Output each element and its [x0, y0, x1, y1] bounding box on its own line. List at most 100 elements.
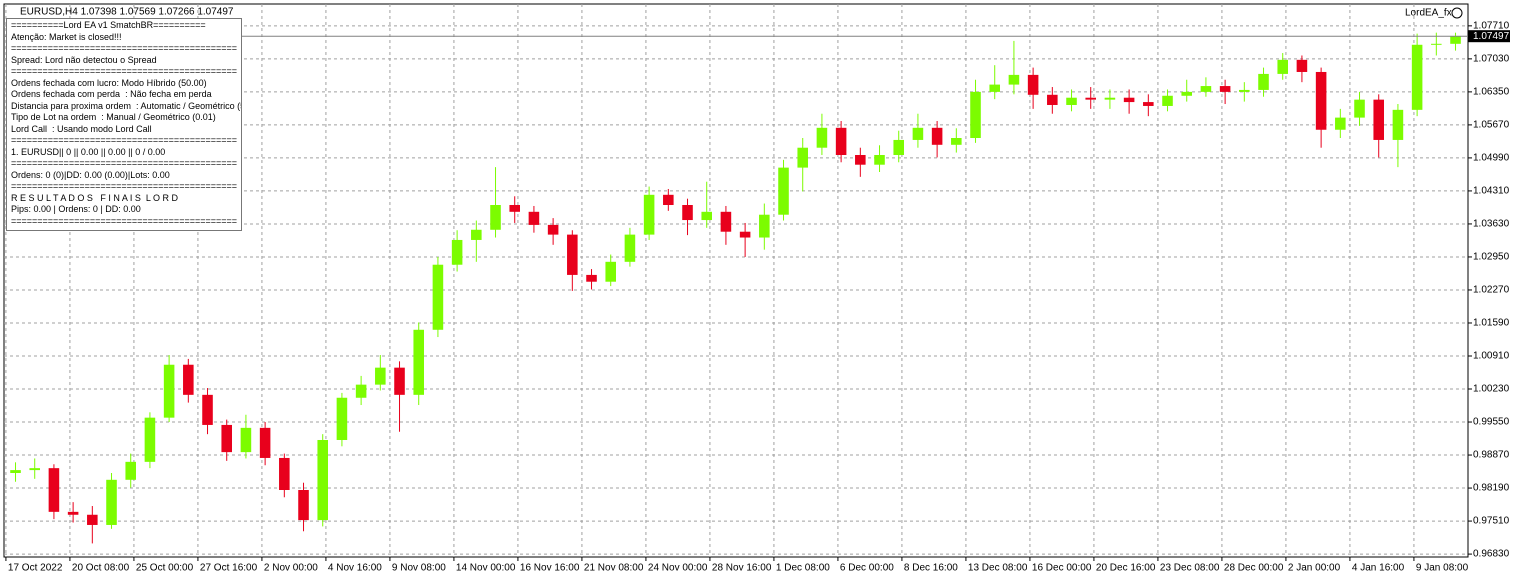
- candle-body: [1296, 59, 1308, 72]
- panel-line: Ordens fechada com lucro: Modo Híbrido (…: [11, 77, 207, 88]
- smiley-icon: [1451, 7, 1463, 19]
- y-tick-label: 1.07710: [1473, 20, 1510, 31]
- candle-body: [451, 239, 463, 265]
- y-tick-label: 1.03630: [1473, 219, 1510, 230]
- candle-body: [1431, 43, 1442, 45]
- candle-body: [375, 367, 386, 385]
- panel-line: Ordens: 0 (0)|DD: 0.00 (0.00)|Lots: 0.00: [11, 169, 170, 180]
- candle-body: [1411, 44, 1423, 110]
- last-price-tag: [1468, 30, 1510, 43]
- candle-body: [874, 154, 885, 165]
- x-tick-label: 6 Dec 00:00: [840, 563, 894, 574]
- candle-body: [106, 479, 117, 525]
- candle-body: [298, 489, 309, 521]
- candle-body: [490, 205, 501, 230]
- y-tick-label: 1.00230: [1473, 384, 1510, 395]
- candle-body: [1315, 71, 1327, 130]
- x-tick-label: 9 Nov 08:00: [392, 563, 446, 574]
- x-tick-label: 20 Dec 16:00: [1096, 563, 1156, 574]
- y-tick-label: 0.97510: [1473, 516, 1510, 527]
- candle-body: [1047, 94, 1058, 105]
- x-tick-label: 8 Dec 16:00: [904, 563, 958, 574]
- candle-body: [355, 384, 367, 398]
- x-tick-label: 2 Jan 00:00: [1288, 563, 1341, 574]
- panel-line: Distancia para proxima ordem : Automatic…: [11, 100, 242, 111]
- candle-body: [1354, 99, 1365, 118]
- y-tick-label: 0.99550: [1473, 417, 1510, 428]
- candle-body: [221, 424, 232, 453]
- candle-body: [970, 91, 981, 139]
- candle-body: [183, 364, 194, 395]
- candle-body: [643, 194, 655, 235]
- y-tick-label: 1.06350: [1473, 87, 1510, 98]
- x-tick-label: 28 Dec 00:00: [1224, 563, 1284, 574]
- candle-body: [29, 468, 40, 471]
- y-tick-label: 1.04990: [1473, 153, 1510, 164]
- x-tick-label: 4 Nov 16:00: [328, 563, 382, 574]
- panel-line: Lord Call : Usando modo Lord Call: [11, 123, 152, 134]
- candle-body: [144, 417, 156, 462]
- panel-line: Atenção: Market is closed!!!: [11, 31, 122, 42]
- panel-line: Ordens fechada com perda : Não fecha em …: [11, 89, 212, 99]
- candle-body: [1066, 97, 1077, 105]
- candle-body: [1239, 89, 1250, 92]
- candle-body: [586, 274, 597, 282]
- ea-label: LordEA_fx: [1405, 8, 1452, 19]
- x-tick-label: 20 Oct 08:00: [72, 563, 130, 574]
- candle-body: [835, 127, 847, 155]
- x-tick-label: 27 Oct 16:00: [200, 563, 258, 574]
- candle-body: [682, 205, 693, 221]
- x-tick-label: 28 Nov 16:00: [712, 563, 772, 574]
- x-tick-label: 23 Dec 08:00: [1160, 563, 1220, 574]
- panel-line: 1. EURUSD|| 0 || 0.00 || 0.00 || 0 / 0.0…: [11, 146, 166, 157]
- candle-body: [739, 231, 751, 238]
- ea-panel: ==========Lord EA v1 SmatchBR========== A…: [6, 18, 242, 231]
- candle-body: [279, 457, 290, 490]
- y-tick-label: 0.98870: [1473, 450, 1510, 461]
- panel-line: ==========Lord EA v1 SmatchBR==========: [11, 20, 206, 30]
- panel-line: ========================================…: [11, 66, 238, 76]
- candle-body: [67, 511, 79, 515]
- candle-body: [701, 211, 712, 221]
- grid: [4, 4, 1468, 557]
- candle-body: [202, 394, 213, 425]
- y-tick-label: 1.01590: [1473, 318, 1510, 329]
- last-price-label: 1.07497: [1473, 31, 1510, 42]
- candle-body: [125, 461, 136, 480]
- y-tick-label: 1.04310: [1473, 186, 1510, 197]
- x-tick-label: 14 Nov 00:00: [456, 563, 516, 574]
- y-tick-label: 1.02270: [1473, 285, 1510, 296]
- candle-body: [1335, 117, 1346, 130]
- candle-body: [778, 167, 789, 215]
- candle-body: [1181, 91, 1192, 96]
- candle-body: [471, 229, 482, 240]
- x-tick-label: 1 Dec 08:00: [776, 563, 830, 574]
- candle-body: [259, 427, 271, 458]
- candle-body: [1277, 59, 1288, 74]
- candle-body: [336, 397, 348, 440]
- candle-body: [87, 514, 98, 525]
- candle-body: [1392, 109, 1404, 140]
- candle-body: [509, 205, 520, 212]
- panel-line: Tipo de Lot na ordem : Manual / Geométri…: [11, 112, 216, 122]
- candle-body: [1373, 99, 1384, 140]
- x-tick-label: 24 Nov 00:00: [648, 563, 708, 574]
- candle-body: [663, 194, 674, 206]
- candle-body: [931, 127, 943, 145]
- candle-body: [1085, 97, 1096, 100]
- candle-body: [816, 127, 828, 148]
- candle-body: [48, 468, 60, 512]
- candle-body: [394, 367, 405, 395]
- chart-title: EURUSD,H4 1.07398 1.07569 1.07266 1.0749…: [20, 7, 234, 18]
- panel-line: ========================================…: [11, 215, 238, 226]
- x-tick-label: 25 Oct 00:00: [136, 563, 194, 574]
- candle-body: [1200, 86, 1212, 92]
- candle-body: [240, 427, 252, 453]
- candle-body: [989, 84, 1000, 92]
- candle-body: [797, 147, 808, 168]
- candle-body: [567, 234, 578, 275]
- y-tick-label: 1.07030: [1473, 54, 1510, 65]
- candle-body: [912, 127, 924, 140]
- panel-line: ========================================…: [11, 135, 238, 145]
- candle-body: [413, 329, 424, 395]
